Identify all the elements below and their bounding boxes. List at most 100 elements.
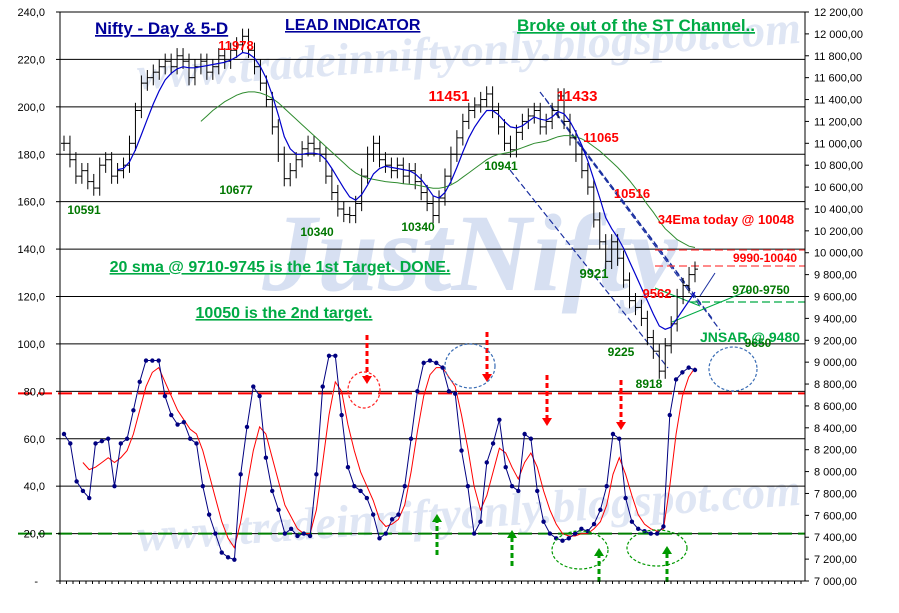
- right-tick-label: 8 600,00: [814, 401, 857, 413]
- channel-line: [544, 97, 713, 319]
- left-tick-label: 140,0: [17, 244, 45, 256]
- sell-arrow-head: [482, 374, 492, 382]
- oscillator-point: [326, 353, 332, 358]
- right-tick-label: 11 000,00: [814, 138, 862, 150]
- buy-arrow-head: [432, 514, 442, 522]
- annotation-label: 8918: [636, 377, 663, 391]
- left-tick-label: 20,0: [24, 529, 45, 541]
- right-tick-label: 8 800,00: [814, 379, 857, 391]
- oscillator-point: [345, 465, 351, 470]
- oscillator-point: [263, 455, 269, 460]
- oscillator-point: [131, 408, 136, 413]
- oscillator-point: [648, 531, 654, 536]
- oscillator-point: [124, 436, 130, 441]
- sma-line: [117, 51, 696, 330]
- oscillator-point: [333, 353, 338, 358]
- highlight-circle: [626, 529, 688, 567]
- right-tick-label: 8 200,00: [814, 445, 857, 457]
- support-line: [671, 289, 751, 323]
- annotations: Nifty - Day & 5-D LEAD INDICATOR Broke out…: [67, 16, 800, 391]
- right-tick-label: 7 000,00: [814, 576, 857, 588]
- annotation-label: 10591: [67, 203, 101, 217]
- annotation-label: 9650: [745, 336, 772, 350]
- oscillator-point: [74, 479, 79, 484]
- oscillator-point: [471, 531, 477, 536]
- oscillator-point: [490, 441, 496, 446]
- oscillator-point: [623, 495, 628, 501]
- oscillator-point: [453, 391, 458, 396]
- annotation-label: 9990-10040: [733, 251, 797, 265]
- oscillator-point: [112, 483, 117, 489]
- left-tick-label: 40,0: [24, 481, 45, 493]
- highlight-circle: [708, 346, 758, 392]
- oscillator-point: [143, 358, 149, 363]
- oscillator-point: [547, 531, 553, 536]
- oscillator-point: [257, 393, 262, 399]
- right-tick-label: 10 000,00: [814, 248, 863, 260]
- series-layer: [61, 28, 698, 562]
- support-line: [699, 272, 716, 297]
- right-tick-label: 11 200,00: [814, 116, 862, 128]
- right-tick-label: 10 600,00: [814, 182, 863, 194]
- oscillator-point: [282, 531, 288, 536]
- right-tick-label: 9 000,00: [814, 357, 857, 369]
- annotation-label: 10340: [401, 220, 435, 234]
- oscillator-point: [629, 519, 635, 524]
- left-tick-label: 220,0: [17, 54, 45, 66]
- oscillator-point: [377, 536, 382, 541]
- right-tick-label: 10 200,00: [814, 226, 863, 238]
- oscillator-point: [320, 384, 325, 389]
- annotation-label: 11433: [557, 88, 598, 105]
- oscillator-point: [270, 488, 275, 494]
- sell-arrow-head: [362, 376, 372, 384]
- highlight-circle: [551, 530, 609, 570]
- oscillator-point: [358, 488, 363, 494]
- oscillator-point: [61, 431, 67, 437]
- right-tick-label: 11 600,00: [814, 73, 862, 85]
- oscillator-point: [484, 460, 489, 465]
- channel-line: [549, 105, 701, 307]
- oscillator-point: [295, 533, 300, 539]
- oscillator-point: [572, 531, 578, 536]
- oscillator-point: [80, 488, 86, 494]
- right-tick-label: 7 200,00: [814, 554, 857, 566]
- oscillator-point: [276, 507, 281, 513]
- oscillator-point: [238, 472, 243, 477]
- watermark-brand: JustNifty: [261, 192, 679, 314]
- highlight-circle: [444, 343, 496, 389]
- oscillator-point: [162, 393, 168, 399]
- oscillator-point: [219, 550, 224, 555]
- oscillator-point: [169, 412, 174, 418]
- oscillator-point: [604, 483, 609, 489]
- buy-arrow-head: [662, 546, 672, 554]
- oscillator-point: [68, 441, 73, 446]
- left-tick-label: 240,0: [17, 7, 45, 19]
- right-tick-label: 11 800,00: [814, 51, 862, 63]
- oscillator-point: [692, 367, 698, 373]
- oscillator-point: [560, 538, 565, 543]
- oscillator-point: [225, 555, 231, 560]
- oscillator-point: [87, 495, 92, 501]
- oscillator-point: [200, 483, 206, 489]
- right-tick-label: 12 000,00: [814, 29, 863, 41]
- left-tick-label: 60,0: [24, 434, 45, 446]
- highlight-circle: [347, 371, 381, 409]
- channel-line: [509, 169, 669, 369]
- left-tick-label: 180,0: [17, 149, 45, 161]
- reference-lines: [18, 392, 805, 535]
- right-tick-label: 9 200,00: [814, 335, 857, 347]
- oscillator-point: [364, 495, 370, 501]
- annotation-label: 10516: [614, 186, 650, 201]
- oscillator-point: [497, 417, 502, 422]
- right-tick-label: 10 400,00: [814, 204, 863, 216]
- oscillator-point: [150, 358, 155, 363]
- oscillator-point: [352, 483, 357, 489]
- oscillator-point: [503, 465, 508, 470]
- annotation-label: 9700-9750: [732, 283, 790, 297]
- annotation-label: 9562: [643, 286, 672, 301]
- sell-arrow-head: [542, 418, 552, 426]
- oscillator-point: [661, 524, 666, 529]
- oscillator-point: [440, 365, 445, 370]
- oscillator-point: [137, 379, 142, 385]
